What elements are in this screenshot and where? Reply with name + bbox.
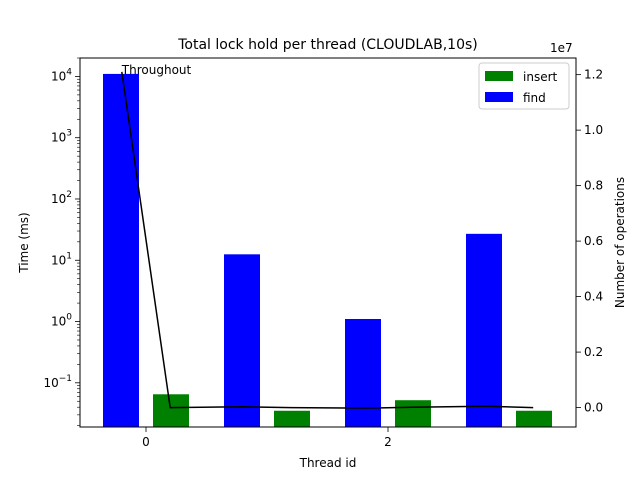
bar-insert-1 bbox=[274, 410, 310, 427]
bar-insert-2 bbox=[395, 400, 431, 427]
legend-label-insert: insert bbox=[523, 70, 558, 84]
chart-title: Total lock hold per thread (CLOUDLAB,10s… bbox=[177, 37, 477, 53]
throughput-line bbox=[121, 71, 534, 409]
x-axis-label: Thread id bbox=[299, 456, 357, 470]
bar-insert-3 bbox=[516, 410, 552, 427]
y-tick-label: 10−1 bbox=[43, 374, 72, 390]
bar-find-1 bbox=[224, 254, 260, 427]
y-right-tick-label: 1.0 bbox=[584, 123, 603, 137]
bar-find-3 bbox=[466, 233, 502, 427]
y-right-tick-label: 0.0 bbox=[584, 401, 603, 415]
y-tick-label: 101 bbox=[51, 251, 72, 267]
y-right-tick-label: 1.2 bbox=[584, 68, 603, 82]
legend: insert find bbox=[478, 62, 570, 110]
y-tick-label: 103 bbox=[51, 129, 72, 145]
x-tick-label: 0 bbox=[142, 435, 150, 449]
left-axis: 10−1 100 101 102 103 104 bbox=[43, 57, 80, 426]
bars-layer bbox=[103, 73, 552, 427]
y-axis-right-label: Number of operations bbox=[613, 177, 627, 308]
y-right-tick-label: 0.6 bbox=[584, 234, 603, 248]
y-tick-label: 102 bbox=[51, 190, 72, 206]
bar-find-0 bbox=[103, 73, 139, 427]
legend-swatch-insert bbox=[485, 71, 513, 81]
line-layer bbox=[121, 71, 534, 409]
y-right-tick-label: 0.4 bbox=[584, 290, 603, 304]
y-axis-label: Time (ms) bbox=[17, 212, 31, 274]
bar-insert-0 bbox=[153, 394, 189, 427]
y-tick-label: 100 bbox=[51, 313, 72, 329]
y-tick-label: 104 bbox=[51, 67, 72, 83]
line-annotation: Throughout bbox=[121, 63, 192, 77]
x-tick-label: 2 bbox=[384, 435, 392, 449]
plot-frame bbox=[79, 57, 577, 428]
y-right-tick-label: 0.2 bbox=[584, 345, 603, 359]
right-axis-exponent: 1e7 bbox=[550, 41, 573, 55]
bar-find-2 bbox=[345, 318, 381, 427]
right-axis: 0.0 0.2 0.4 0.6 0.8 1.0 1.2 bbox=[576, 68, 603, 415]
legend-label-find: find bbox=[523, 91, 546, 105]
legend-swatch-find bbox=[485, 92, 513, 102]
y-right-tick-label: 0.8 bbox=[584, 179, 603, 193]
